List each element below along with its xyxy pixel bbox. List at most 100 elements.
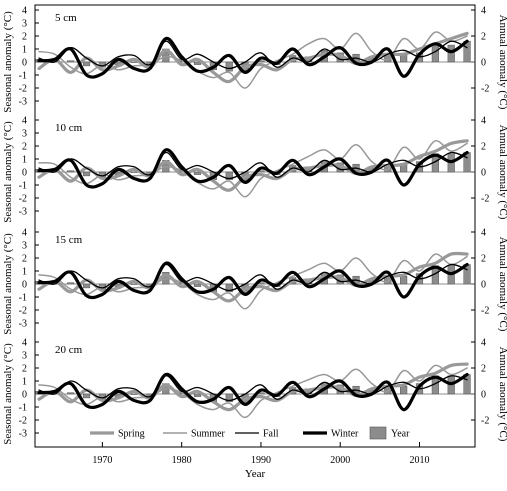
legend-label: Spring [118,429,145,440]
left-tick-label: 1 [22,267,27,278]
year-bar [193,393,202,397]
left-tick-label: 4 [22,228,27,239]
legend: Spring Summer Fall Winter Year [90,426,410,440]
year-bar [400,385,408,395]
right-tick-label: 0 [481,390,486,401]
panel-2: 4 3 2 1 0 -1 -2 -3 4 2 0 -2 10 cm Seasonal anomaly (°… [2,116,507,223]
right-axis-title: Annual anomaly (°C) [497,347,507,442]
year-bar [225,61,233,72]
year-bar [130,283,138,285]
x-tick-label: 1970 [92,455,112,466]
right-tick-label: -2 [481,306,489,317]
plot-frame [34,4,476,448]
left-tick-label: 1 [22,377,27,388]
left-tick-label: -1 [19,293,27,304]
left-tick-label: -1 [19,71,27,82]
series-line-fall [38,375,468,402]
depth-label: 20 cm [55,344,83,356]
left-tick-label: 3 [22,351,27,362]
series-line-winter [37,261,469,300]
right-axis-title: Annual anomaly (°C) [497,15,507,110]
left-tick-label: -3 [19,97,27,108]
year-bar [82,393,91,399]
left-tick-label: -1 [19,403,27,414]
right-tick-label: -2 [481,416,489,427]
right-tick-label: 2 [481,142,486,153]
year-bar [67,170,75,173]
left-tick-label: 0 [22,168,27,179]
right-tick-label: 4 [481,116,486,127]
right-tick-label: 4 [481,6,486,17]
left-tick-label: 4 [22,338,27,349]
year-bar [193,283,202,287]
left-axis-title: Seasonal anomaly (°C) [2,121,14,223]
left-axis-title: Seasonal anomaly (°C) [2,11,14,113]
left-tick-label: -1 [19,181,27,192]
legend-label: Year [391,429,410,440]
right-tick-label: 0 [481,58,486,69]
left-tick-label: 2 [22,142,27,153]
x-tick-label: 2010 [410,455,430,466]
year-bar [82,283,91,289]
year-bar [225,171,233,181]
year-bar [67,282,75,285]
left-tick-label: 0 [22,280,27,291]
x-tick-label: 1990 [251,455,271,466]
right-tick-label: 4 [481,228,486,239]
year-bar [193,61,202,65]
series-line-winter [37,36,469,79]
left-tick-label: 2 [22,364,27,375]
year-bar [193,171,202,175]
right-axis-title: Annual anomaly (°C) [497,125,507,220]
right-axis-title: Annual anomaly (°C) [497,237,507,332]
left-tick-label: -2 [19,194,27,205]
left-tick-label: -3 [19,207,27,218]
left-tick-label: 4 [22,6,27,17]
left-tick-label: 1 [22,155,27,166]
depth-label: 10 cm [55,122,83,134]
left-tick-label: -2 [19,84,27,95]
left-tick-label: 3 [22,19,27,30]
year-bar [225,393,233,403]
left-tick-label: 3 [22,129,27,140]
right-tick-label: -2 [481,194,489,205]
series-line-winter [37,148,469,189]
left-tick-label: -2 [19,416,27,427]
right-tick-label: 4 [481,338,486,349]
right-tick-label: 0 [481,168,486,179]
x-axis: 1970 1980 1990 2000 2010 Year [92,442,430,480]
depth-label: 5 cm [55,12,77,24]
left-tick-label: 2 [22,254,27,265]
right-tick-label: 2 [481,254,486,265]
left-tick-label: -3 [19,319,27,330]
year-bar [447,44,455,63]
x-axis-title: Year [245,468,266,480]
left-tick-label: 1 [22,45,27,56]
right-tick-label: -2 [481,84,489,95]
right-tick-label: 2 [481,364,486,375]
year-bar [82,171,91,177]
series-line-fall [38,151,468,180]
legend-label: Winter [331,429,359,440]
left-tick-label: 3 [22,241,27,252]
x-tick-label: 1980 [172,455,192,466]
left-tick-label: 0 [22,390,27,401]
x-tick-label: 2000 [330,455,350,466]
series-line-fall [38,263,468,292]
panel-1: 4 3 2 1 0 -1 -2 -3 4 2 0 -2 5 cm Seasonal anomaly (°C… [2,6,507,113]
year-bar [400,275,408,285]
panel-4: 4 3 2 1 0 -1 -2 -3 4 2 0 -2 20 cm Seasonal anomaly (°… [2,338,507,445]
left-tick-label: 0 [22,58,27,69]
right-tick-label: 0 [481,280,486,291]
year-bar [82,61,91,67]
year-bar [225,283,233,293]
series-line-fall [38,40,468,70]
year-bar [67,392,75,395]
year-bar [130,393,138,395]
depth-label: 15 cm [55,234,83,246]
year-bar [130,171,138,173]
left-tick-label: 4 [22,116,27,127]
right-tick-label: 2 [481,32,486,43]
year-bar [67,60,75,63]
